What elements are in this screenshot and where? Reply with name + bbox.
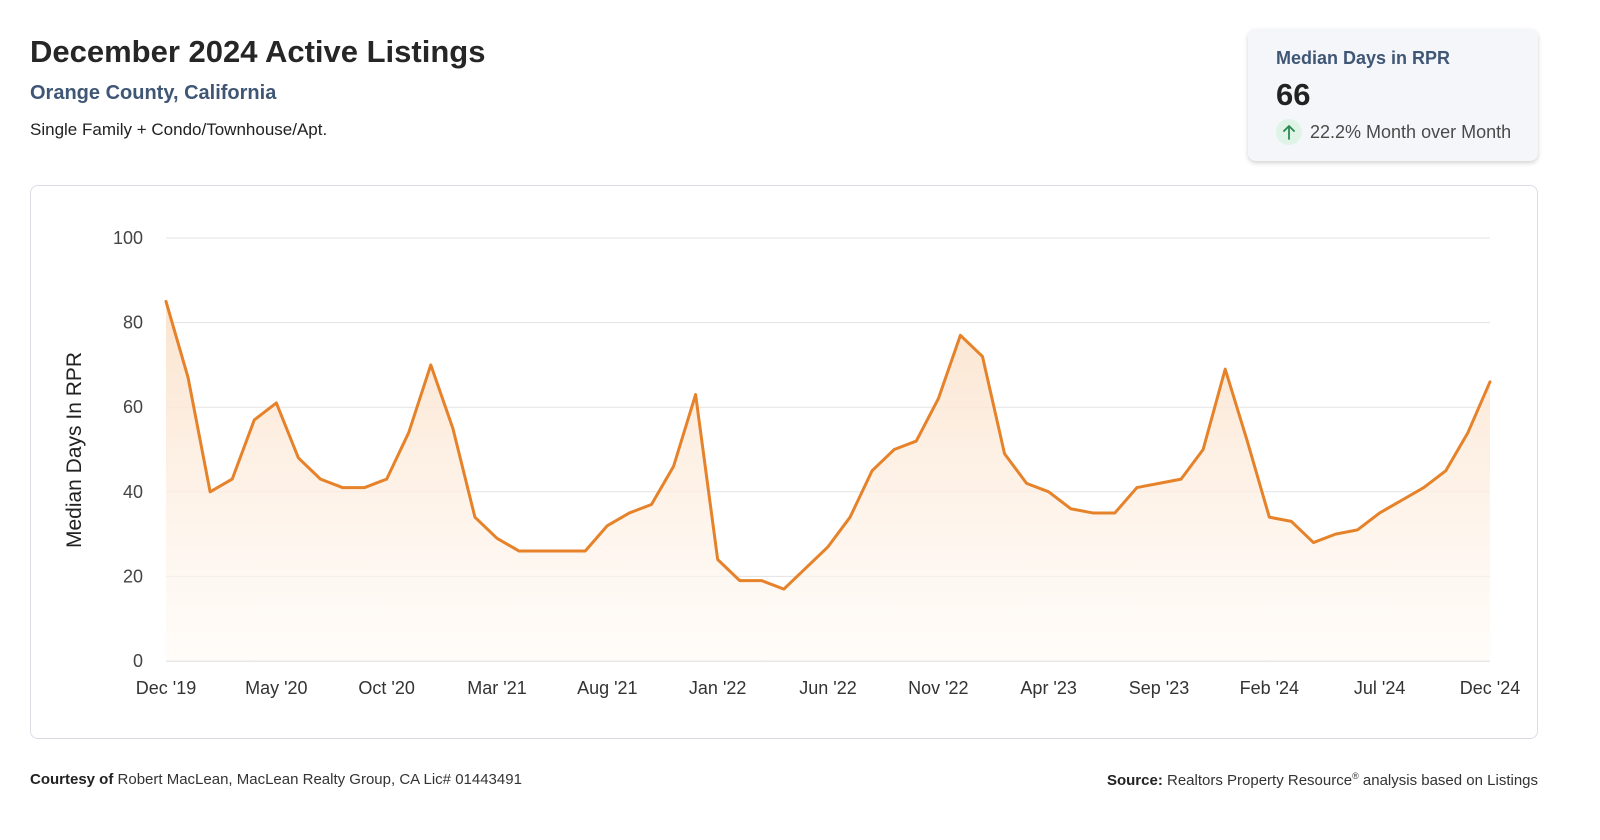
location-subtitle: Orange County, California: [30, 82, 277, 104]
x-tick-label: Jan '22: [689, 678, 746, 698]
x-tick-label: Feb '24: [1240, 678, 1299, 698]
courtesy-footer: Courtesy of Robert MacLean, MacLean Real…: [30, 771, 522, 788]
median-days-card: Median Days in RPR 66 22.2% Month over M…: [1248, 29, 1538, 161]
x-tick-label: May '20: [245, 678, 307, 698]
metric-value: 66: [1276, 77, 1311, 112]
courtesy-text: Robert MacLean, MacLean Realty Group, CA…: [117, 771, 522, 788]
y-tick-label: 60: [123, 397, 143, 417]
registered-mark: ®: [1352, 771, 1359, 781]
x-tick-label: Aug '21: [577, 678, 638, 698]
metric-change-text: 22.2% Month over Month: [1310, 121, 1512, 142]
y-tick-label: 100: [113, 228, 143, 248]
x-tick-label: Mar '21: [467, 678, 526, 698]
area-fill: [166, 301, 1490, 661]
x-tick-label: Oct '20: [358, 678, 414, 698]
x-tick-label: Sep '23: [1129, 678, 1190, 698]
page-title: December 2024 Active Listings: [30, 34, 486, 69]
x-tick-label: Apr '23: [1020, 678, 1076, 698]
x-tick-label: Jul '24: [1354, 678, 1405, 698]
source-text-a: Realtors Property Resource: [1167, 772, 1353, 789]
metric-change: 22.2% Month over Month: [1276, 119, 1511, 145]
x-tick-label: Dec '24: [1460, 678, 1520, 698]
property-type-label: Single Family + Condo/Townhouse/Apt.: [30, 120, 328, 139]
courtesy-label: Courtesy of: [30, 771, 114, 788]
x-tick-label: Jun '22: [799, 678, 856, 698]
source-text-b: analysis based on Listings: [1362, 772, 1538, 789]
x-tick-label: Dec '19: [136, 678, 196, 698]
y-tick-label: 20: [123, 566, 143, 586]
y-tick-label: 0: [133, 651, 143, 671]
y-axis-label: Median Days In RPR: [63, 352, 86, 548]
y-tick-label: 40: [123, 482, 143, 502]
x-tick-label: Nov '22: [908, 678, 968, 698]
series-line: [164, 299, 1492, 591]
median-days-chart: 0 20 40 60 80 100 Dec '19 May '20 Oct '20 Mar '21…: [63, 228, 1520, 698]
metric-label: Median Days in RPR: [1276, 48, 1451, 68]
source-footer: Source: Realtors Property Resource® anal…: [1107, 771, 1538, 789]
source-label: Source:: [1106, 772, 1163, 789]
y-tick-label: 80: [123, 313, 143, 333]
arrow-up-icon: [1276, 119, 1302, 145]
